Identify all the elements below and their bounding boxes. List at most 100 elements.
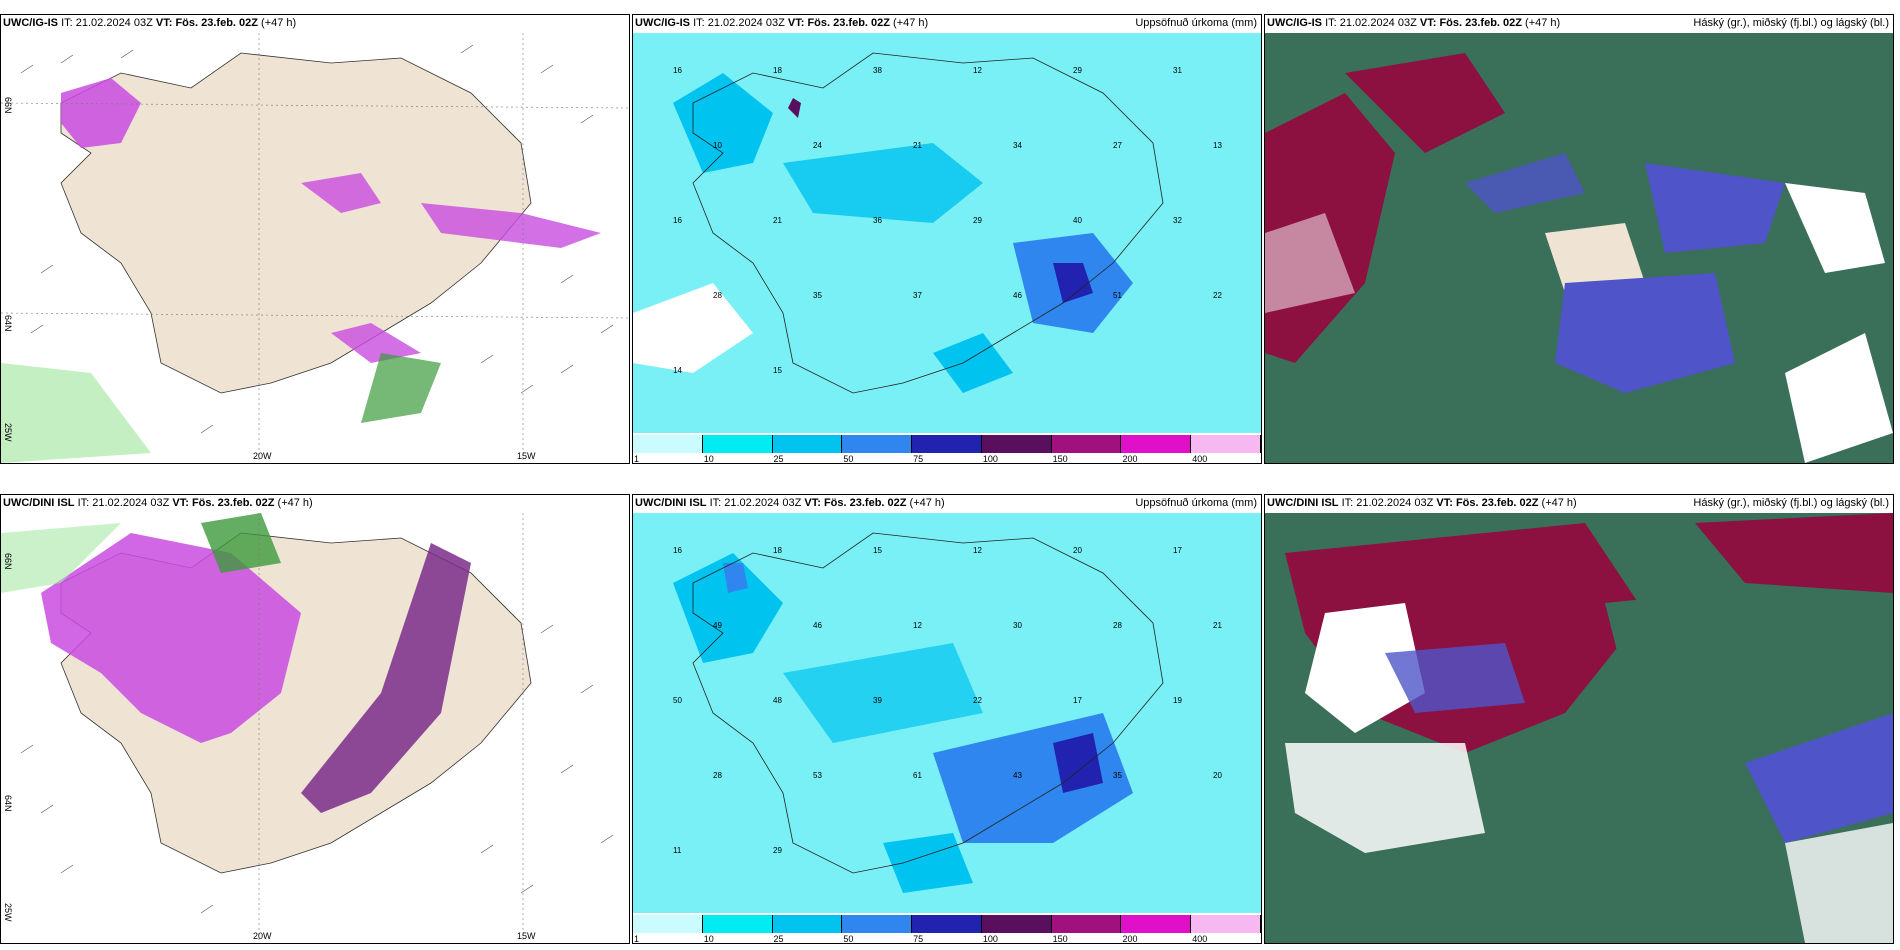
precip-value-label: 15 (773, 366, 782, 375)
legend-label: 50 (843, 454, 854, 464)
precip-value-label: 18 (773, 546, 782, 555)
lon-label-20: 20W (253, 451, 272, 461)
legend-bar (633, 435, 1261, 453)
legend-label: 50 (843, 934, 854, 944)
legend-label: 100 (982, 454, 998, 464)
precip-value-label: 15 (873, 546, 882, 555)
precip-value-label: 19 (1173, 696, 1182, 705)
legend-swatch (842, 435, 913, 453)
precip-value-label: 48 (773, 696, 782, 705)
panel-title: UWC/DINI ISL IT: 21.02.2024 03Z VT: Fös.… (1267, 497, 1577, 509)
precip-value-label: 28 (713, 291, 722, 300)
legend-swatch (1191, 435, 1261, 453)
legend-label: 1 (634, 454, 640, 464)
legend-label: 200 (1122, 934, 1138, 944)
legend-label: 75 (913, 454, 924, 464)
precip-value-label: 18 (773, 66, 782, 75)
lon-label-15: 15W (517, 931, 536, 941)
snowfall-map (1, 33, 629, 463)
precip-value-label: 12 (973, 66, 982, 75)
precip-value-label: 29 (773, 846, 782, 855)
precip-value-label: 16 (673, 66, 682, 75)
precip-value-label: 28 (713, 771, 722, 780)
precip-value-label: 17 (1073, 696, 1082, 705)
precip-value-label: 34 (1013, 141, 1022, 150)
precip-value-label: 43 (1013, 771, 1022, 780)
precip-value-label: 61 (913, 771, 922, 780)
precip-value-label: 20 (1213, 771, 1222, 780)
precip-value-label: 49 (713, 621, 722, 630)
legend-label: 150 (1052, 934, 1068, 944)
legend-swatch (1191, 915, 1261, 933)
panel-snowfall-dini: UWC/DINI ISL IT: 21.02.2024 03Z VT: Fös.… (0, 494, 630, 944)
precip-value-label: 12 (973, 546, 982, 555)
legend-label: 10 (703, 454, 714, 464)
legend-label: 400 (1192, 454, 1208, 464)
precip-value-label: 11 (673, 846, 682, 855)
legend-label: 100 (982, 934, 998, 944)
precip-value-label: 27 (1113, 141, 1122, 150)
precip-value-label: 21 (913, 141, 922, 150)
lat-label-64: 64N (3, 315, 13, 332)
precip-value-label: 50 (673, 696, 682, 705)
precip-legend: 1 10 25 50 75 100 150 200 400 (633, 435, 1261, 463)
precip-value-label: 39 (873, 696, 882, 705)
lon-label-25: 25W (3, 423, 13, 442)
precip-label-layer: 16 18 38 12 29 31 10 24 21 34 27 13 16 21 36 29 40 32 28 35… (673, 66, 1222, 375)
legend-label: 200 (1122, 454, 1138, 464)
lon-label-25: 25W (3, 903, 13, 922)
legend-label: 1 (634, 934, 640, 944)
lat-label-66: 66N (3, 97, 13, 114)
precip-value-label: 22 (1213, 291, 1222, 300)
legend-swatch (1051, 915, 1122, 933)
precip-value-label: 20 (1073, 546, 1082, 555)
panel-subtitle: Háský (gr.), miðský (fj.bl.) og lágský (… (1693, 497, 1889, 509)
panel-clouds-dini: UWC/DINI ISL IT: 21.02.2024 03Z VT: Fös.… (1264, 494, 1894, 944)
legend-swatch (981, 915, 1052, 933)
precip-label-layer: 16 18 15 12 20 17 49 46 12 30 28 21 50 48 39 22 17 19 28 53… (673, 546, 1222, 855)
panel-precip-dini: UWC/DINI ISL IT: 21.02.2024 03Z VT: Fös.… (632, 494, 1262, 944)
precip-value-label: 13 (1213, 141, 1222, 150)
panel-precip-igis: UWC/IG-IS IT: 21.02.2024 03Z VT: Fös. 23… (632, 14, 1262, 464)
precip-value-label: 22 (973, 696, 982, 705)
precip-value-label: 21 (1213, 621, 1222, 630)
legend-swatch (912, 915, 982, 933)
panel-title: UWC/IG-IS IT: 21.02.2024 03Z VT: Fös. 23… (3, 17, 297, 29)
lat-label-66: 66N (3, 553, 13, 570)
legend-label: 10 (703, 934, 714, 944)
legend-swatch (1121, 435, 1192, 453)
legend-swatch (842, 915, 913, 933)
legend-swatch (772, 435, 843, 453)
precip-value-label: 36 (873, 216, 882, 225)
panel-clouds-igis: UWC/IG-IS IT: 21.02.2024 03Z VT: Fös. 23… (1264, 14, 1894, 464)
panel-snowfall-igis: UWC/IG-IS IT: 21.02.2024 03Z VT: Fös. 23… (0, 14, 630, 464)
cloud-map (1265, 513, 1893, 943)
precip-value-label: 24 (813, 141, 822, 150)
panel-subtitle: Uppsöfnuð úrkoma (mm) (1135, 497, 1257, 509)
precip-value-label: 46 (1013, 291, 1022, 300)
precip-value-label: 51 (1113, 291, 1122, 300)
legend-label: 25 (773, 454, 784, 464)
legend-swatch (633, 915, 703, 933)
legend-label: 400 (1192, 934, 1208, 944)
precip-value-label: 38 (873, 66, 882, 75)
legend-label: 150 (1052, 454, 1068, 464)
precip-value-label: 31 (1173, 66, 1182, 75)
panel-title: UWC/DINI ISL IT: 21.02.2024 03Z VT: Fös.… (635, 497, 945, 509)
precip-value-label: 17 (1173, 546, 1182, 555)
lon-label-20: 20W (253, 931, 272, 941)
legend-bar (633, 915, 1261, 933)
legend-label: 25 (773, 934, 784, 944)
precip-value-label: 10 (713, 141, 722, 150)
legend-swatch (702, 915, 773, 933)
legend-swatch (1051, 435, 1122, 453)
precip-legend: 1 10 25 50 75 100 150 200 400 (633, 915, 1261, 943)
legend-swatch (633, 435, 703, 453)
lat-label-64: 64N (3, 795, 13, 812)
panel-subtitle: Uppsöfnuð úrkoma (mm) (1135, 17, 1257, 29)
legend-swatch (981, 435, 1052, 453)
panel-title: UWC/IG-IS IT: 21.02.2024 03Z VT: Fös. 23… (635, 17, 929, 29)
precip-value-label: 28 (1113, 621, 1122, 630)
precip-map (633, 33, 1261, 433)
precip-value-label: 16 (673, 546, 682, 555)
